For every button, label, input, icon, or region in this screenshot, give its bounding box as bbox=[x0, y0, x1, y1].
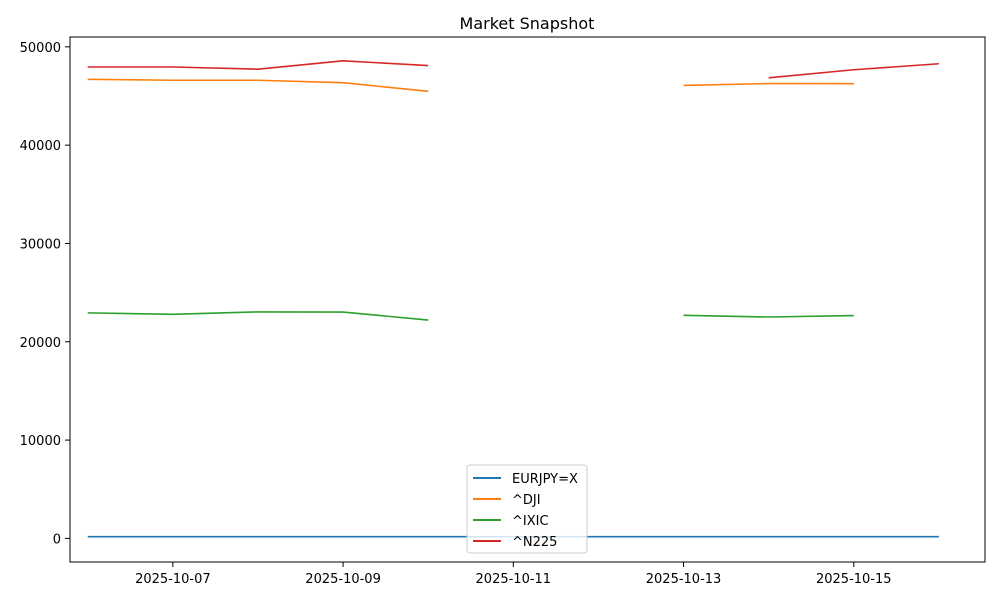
y-tick-label: 50000 bbox=[20, 41, 61, 56]
series-line-4-segment-1 bbox=[87, 59, 429, 70]
series-line-3-segment-2 bbox=[683, 314, 854, 318]
y-tick-label: 30000 bbox=[20, 237, 61, 252]
plot-frame bbox=[69, 36, 986, 563]
series-line-2-segment-2 bbox=[683, 82, 854, 87]
y-tick-label: 40000 bbox=[20, 139, 61, 154]
series-3 bbox=[87, 311, 854, 321]
series-2 bbox=[87, 78, 854, 93]
x-tick-label: 2025-10-15 bbox=[816, 572, 892, 587]
x-tick-label: 2025-10-09 bbox=[305, 572, 381, 587]
y-tick-label: 20000 bbox=[20, 336, 61, 351]
legend: EURJPY=X ^DJI ^IXIC ^N225 bbox=[466, 464, 588, 554]
series-line-4-segment-2 bbox=[768, 62, 939, 79]
legend-item: ^IXIC bbox=[473, 514, 549, 529]
legend-item: ^DJI bbox=[473, 493, 541, 508]
legend-label: ^DJI bbox=[512, 493, 541, 508]
series-4 bbox=[87, 59, 939, 79]
series-line-3-segment-1 bbox=[87, 311, 429, 321]
series-line-2-segment-1 bbox=[87, 78, 429, 93]
legend-box bbox=[466, 464, 588, 554]
x-tick-label: 2025-10-11 bbox=[476, 572, 552, 587]
legend-label: ^N225 bbox=[512, 535, 557, 550]
y-tick-label: 10000 bbox=[20, 434, 61, 449]
y-axis: 0 10000 20000 30000 40000 50000 bbox=[20, 41, 70, 547]
legend-item: EURJPY=X bbox=[473, 472, 578, 487]
legend-label: EURJPY=X bbox=[512, 472, 578, 487]
x-axis: 2025-10-07 2025-10-09 2025-10-11 2025-10-13… bbox=[135, 562, 892, 587]
y-tick-label: 0 bbox=[53, 532, 61, 547]
legend-label: ^IXIC bbox=[512, 514, 549, 529]
x-tick-label: 2025-10-07 bbox=[135, 572, 211, 587]
x-tick-label: 2025-10-13 bbox=[646, 572, 722, 587]
chart-title: Market Snapshot bbox=[460, 14, 595, 33]
legend-item: ^N225 bbox=[473, 535, 557, 550]
